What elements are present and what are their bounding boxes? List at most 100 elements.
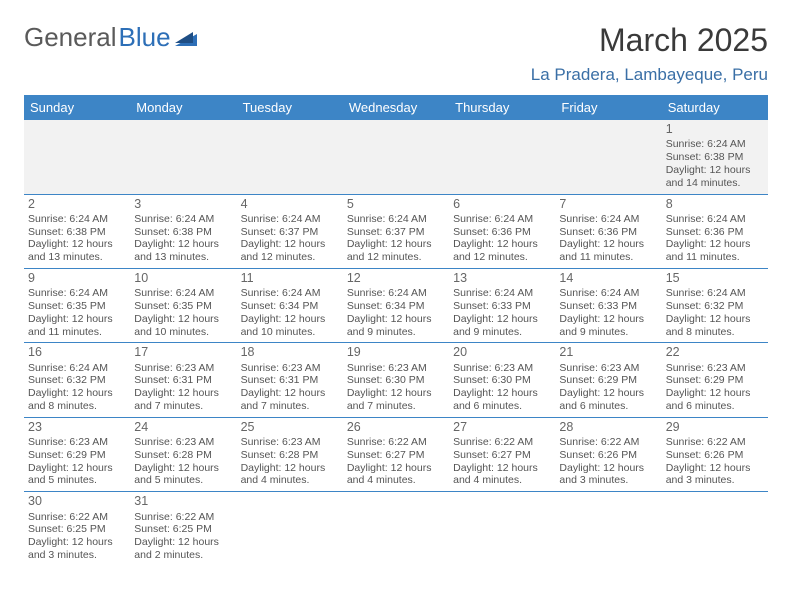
calendar-day-cell: 31Sunrise: 6:22 AMSunset: 6:25 PMDayligh… xyxy=(130,492,236,566)
day-number: 18 xyxy=(241,345,339,360)
sunset-text: Sunset: 6:29 PM xyxy=(28,449,126,462)
calendar-empty-cell xyxy=(343,492,449,566)
calendar-week-row: 1Sunrise: 6:24 AMSunset: 6:38 PMDaylight… xyxy=(24,120,768,194)
day-number: 2 xyxy=(28,197,126,212)
calendar-day-cell: 15Sunrise: 6:24 AMSunset: 6:32 PMDayligh… xyxy=(662,268,768,342)
calendar-day-cell: 29Sunrise: 6:22 AMSunset: 6:26 PMDayligh… xyxy=(662,417,768,491)
sunrise-text: Sunrise: 6:24 AM xyxy=(347,213,445,226)
sunset-text: Sunset: 6:29 PM xyxy=(666,374,764,387)
calendar-week-row: 16Sunrise: 6:24 AMSunset: 6:32 PMDayligh… xyxy=(24,343,768,417)
day-number: 5 xyxy=(347,197,445,212)
sunrise-text: Sunrise: 6:23 AM xyxy=(134,436,232,449)
weekday-header: Thursday xyxy=(449,95,555,120)
day-number: 23 xyxy=(28,420,126,435)
day-number: 31 xyxy=(134,494,232,509)
calendar-empty-cell xyxy=(555,492,661,566)
calendar-day-cell: 19Sunrise: 6:23 AMSunset: 6:30 PMDayligh… xyxy=(343,343,449,417)
calendar-week-row: 9Sunrise: 6:24 AMSunset: 6:35 PMDaylight… xyxy=(24,268,768,342)
day-number: 21 xyxy=(559,345,657,360)
sunrise-text: Sunrise: 6:23 AM xyxy=(666,362,764,375)
day-number: 8 xyxy=(666,197,764,212)
daylight-text: Daylight: 12 hours and 4 minutes. xyxy=(347,462,445,488)
calendar-week-row: 23 Sunrise: 6:23 AM Sunset: 6:29 PM Dayligh… xyxy=(24,417,768,491)
sunset-text: Sunset: 6:36 PM xyxy=(559,226,657,239)
weekday-header: Wednesday xyxy=(343,95,449,120)
sunrise-text: Sunrise: 6:23 AM xyxy=(134,362,232,375)
daylight-text: Daylight: 12 hours and 8 minutes. xyxy=(666,313,764,339)
day-number: 20 xyxy=(453,345,551,360)
daylight-text: Daylight: 12 hours and 9 minutes. xyxy=(559,313,657,339)
sunset-text: Sunset: 6:32 PM xyxy=(28,374,126,387)
daylight-text: Daylight: 12 hours and 6 minutes. xyxy=(453,387,551,413)
sunrise-text: Sunrise: 6:22 AM xyxy=(666,436,764,449)
daylight-text: Daylight: 12 hours and 3 minutes. xyxy=(28,536,126,562)
daylight-text: Daylight: 12 hours and 11 minutes. xyxy=(28,313,126,339)
day-number: 4 xyxy=(241,197,339,212)
calendar-week-row: 2Sunrise: 6:24 AMSunset: 6:38 PMDaylight… xyxy=(24,194,768,268)
daylight-text: Daylight: 12 hours and 8 minutes. xyxy=(28,387,126,413)
day-number: 14 xyxy=(559,271,657,286)
calendar-day-cell: 9Sunrise: 6:24 AMSunset: 6:35 PMDaylight… xyxy=(24,268,130,342)
daylight-text: Daylight: 12 hours and 7 minutes. xyxy=(347,387,445,413)
daylight-text: Daylight: 12 hours and 3 minutes. xyxy=(666,462,764,488)
sunset-text: Sunset: 6:30 PM xyxy=(453,374,551,387)
calendar-day-cell: 21Sunrise: 6:23 AMSunset: 6:29 PMDayligh… xyxy=(555,343,661,417)
weekday-header: Saturday xyxy=(662,95,768,120)
calendar-day-cell: 27Sunrise: 6:22 AMSunset: 6:27 PMDayligh… xyxy=(449,417,555,491)
day-number: 19 xyxy=(347,345,445,360)
calendar-day-cell: 11Sunrise: 6:24 AMSunset: 6:34 PMDayligh… xyxy=(237,268,343,342)
sunrise-text: Sunrise: 6:23 AM xyxy=(347,362,445,375)
sunset-text: Sunset: 6:26 PM xyxy=(559,449,657,462)
calendar-week-row: 30Sunrise: 6:22 AMSunset: 6:25 PMDayligh… xyxy=(24,492,768,566)
day-number: 17 xyxy=(134,345,232,360)
calendar-day-cell: 16Sunrise: 6:24 AMSunset: 6:32 PMDayligh… xyxy=(24,343,130,417)
daylight-text: Daylight: 12 hours and 11 minutes. xyxy=(666,238,764,264)
sunrise-text: Sunrise: 6:22 AM xyxy=(28,511,126,524)
sunrise-text: Sunrise: 6:24 AM xyxy=(241,213,339,226)
day-number: 11 xyxy=(241,271,339,286)
calendar-day-cell: 1Sunrise: 6:24 AMSunset: 6:38 PMDaylight… xyxy=(662,120,768,194)
calendar-day-cell: 17Sunrise: 6:23 AMSunset: 6:31 PMDayligh… xyxy=(130,343,236,417)
sunrise-text: Sunrise: 6:24 AM xyxy=(453,213,551,226)
sunset-text: Sunset: 6:26 PM xyxy=(666,449,764,462)
daylight-text: Daylight: 12 hours and 9 minutes. xyxy=(347,313,445,339)
calendar-empty-cell xyxy=(555,120,661,194)
daylight-text: Daylight: 12 hours and 4 minutes. xyxy=(453,462,551,488)
daylight-text: Daylight: 12 hours and 7 minutes. xyxy=(134,387,232,413)
day-number: 12 xyxy=(347,271,445,286)
day-number: 25 xyxy=(241,420,339,435)
calendar-empty-cell xyxy=(237,120,343,194)
calendar-header-row: SundayMondayTuesdayWednesdayThursdayFrid… xyxy=(24,95,768,120)
calendar-day-cell: 8Sunrise: 6:24 AMSunset: 6:36 PMDaylight… xyxy=(662,194,768,268)
logo-flag-icon xyxy=(175,30,197,46)
day-number: 28 xyxy=(559,420,657,435)
sunset-text: Sunset: 6:35 PM xyxy=(28,300,126,313)
day-number: 1 xyxy=(666,122,764,137)
daylight-text: Daylight: 12 hours and 10 minutes. xyxy=(241,313,339,339)
sunset-text: Sunset: 6:37 PM xyxy=(241,226,339,239)
day-number: 24 xyxy=(134,420,232,435)
calendar-empty-cell xyxy=(24,120,130,194)
daylight-text: Daylight: 12 hours and 13 minutes. xyxy=(28,238,126,264)
sunset-text: Sunset: 6:32 PM xyxy=(666,300,764,313)
day-number: 7 xyxy=(559,197,657,212)
day-number: 15 xyxy=(666,271,764,286)
sunrise-text: Sunrise: 6:24 AM xyxy=(134,287,232,300)
weekday-header: Monday xyxy=(130,95,236,120)
sunset-text: Sunset: 6:36 PM xyxy=(666,226,764,239)
daylight-text: Daylight: 12 hours and 9 minutes. xyxy=(453,313,551,339)
daylight-text: Daylight: 12 hours and 2 minutes. xyxy=(134,536,232,562)
location: La Pradera, Lambayeque, Peru xyxy=(531,65,768,85)
month-title: March 2025 xyxy=(531,22,768,59)
sunrise-text: Sunrise: 6:24 AM xyxy=(666,287,764,300)
day-number: 22 xyxy=(666,345,764,360)
sunrise-text: Sunrise: 6:24 AM xyxy=(28,287,126,300)
sunset-text: Sunset: 6:25 PM xyxy=(134,523,232,536)
sunset-text: Sunset: 6:35 PM xyxy=(134,300,232,313)
daylight-text: Daylight: 12 hours and 13 minutes. xyxy=(134,238,232,264)
sunset-text: Sunset: 6:38 PM xyxy=(28,226,126,239)
sunset-text: Sunset: 6:27 PM xyxy=(453,449,551,462)
calendar-day-cell: 14Sunrise: 6:24 AMSunset: 6:33 PMDayligh… xyxy=(555,268,661,342)
daylight-text: Daylight: 12 hours and 12 minutes. xyxy=(453,238,551,264)
daylight-text: Daylight: 12 hours and 14 minutes. xyxy=(666,164,764,190)
